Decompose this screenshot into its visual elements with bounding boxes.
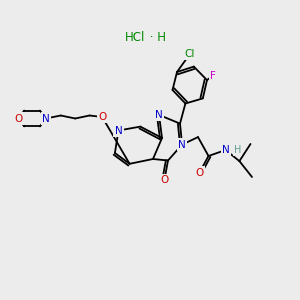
Text: O: O <box>98 112 106 122</box>
Text: N: N <box>155 110 163 120</box>
Text: O: O <box>14 113 22 124</box>
Text: O: O <box>160 175 169 185</box>
Text: H: H <box>234 145 242 155</box>
Text: Cl: Cl <box>185 49 195 59</box>
Text: F: F <box>210 70 216 81</box>
Text: · H: · H <box>146 31 167 44</box>
Text: O: O <box>195 167 204 178</box>
Text: N: N <box>115 125 122 136</box>
Text: N: N <box>178 140 186 150</box>
Text: HCl: HCl <box>124 31 145 44</box>
Text: N: N <box>222 145 230 155</box>
Text: N: N <box>42 113 50 124</box>
